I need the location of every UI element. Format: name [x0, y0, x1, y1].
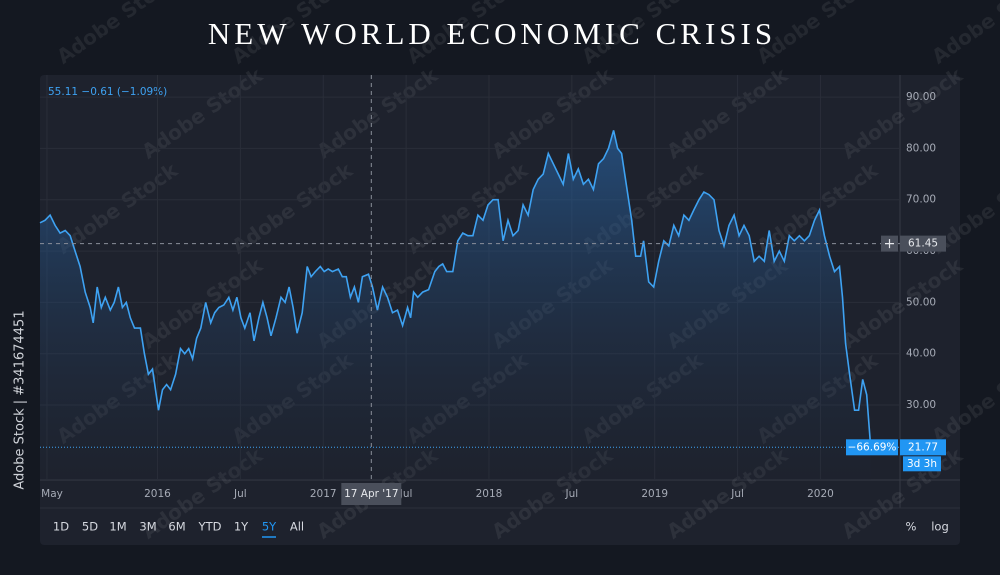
last-price-box — [900, 439, 946, 456]
scale-button[interactable]: log — [931, 520, 949, 534]
y-tick-label: 90.00 — [906, 91, 936, 103]
crosshair-price-box — [900, 235, 946, 252]
x-tick-label: 2016 — [144, 488, 171, 500]
range-button[interactable]: 5D — [82, 520, 98, 534]
range-button[interactable]: 5Y — [262, 520, 277, 534]
range-button[interactable]: YTD — [198, 520, 222, 534]
x-tick-label: May — [41, 488, 63, 500]
countdown-box — [903, 456, 941, 472]
x-tick-label: Jul — [565, 488, 579, 500]
y-tick-label: 50.00 — [906, 296, 936, 308]
range-button[interactable]: All — [290, 520, 304, 534]
y-tick-label: 80.00 — [906, 142, 936, 154]
legend-header: 55.11 −0.61 (−1.09%) — [48, 86, 167, 98]
y-tick-label: 30.00 — [906, 399, 936, 411]
crosshair-price-label: 61.45 — [908, 238, 938, 250]
range-button[interactable]: 1M — [109, 520, 126, 534]
range-button[interactable]: 1D — [53, 520, 69, 534]
change-box — [846, 439, 898, 456]
y-tick-label: 70.00 — [906, 194, 936, 206]
plus-icon — [885, 239, 894, 249]
x-tick-label: 2017 — [310, 488, 337, 500]
price-line — [39, 130, 872, 448]
crosshair-time-box — [341, 483, 402, 505]
range-button[interactable]: 3M — [139, 520, 156, 534]
x-tick-label: Jul — [730, 488, 744, 500]
countdown-label: 3d 3h — [907, 458, 937, 470]
overlay: 17 Apr '17 61.45 −66.69% 21.77 3d 3h 1D 5D 1M 3M… — [40, 75, 949, 538]
plot — [39, 130, 872, 480]
x-tick-label: Jul — [233, 488, 247, 500]
price-area — [40, 130, 871, 480]
scale-button[interactable]: % — [906, 520, 917, 534]
change-label: −66.69% — [848, 441, 897, 453]
last-price-label: 21.77 — [908, 441, 938, 453]
x-tick-label: 2020 — [807, 488, 834, 500]
side-credit: Adobe Stock | #341674451 — [13, 310, 28, 489]
crosshair-time-label: 17 Apr '17 — [344, 488, 398, 500]
chart-title: NEW WORLD ECONOMIC CRISIS — [208, 16, 776, 51]
x-tick-label: 2019 — [641, 488, 668, 500]
range-button[interactable]: 1Y — [234, 520, 249, 534]
x-tick-label: 2018 — [476, 488, 503, 500]
x-tick-label: Jul — [399, 488, 413, 500]
y-tick-label: 40.00 — [906, 348, 936, 360]
range-button[interactable]: 6M — [168, 520, 185, 534]
